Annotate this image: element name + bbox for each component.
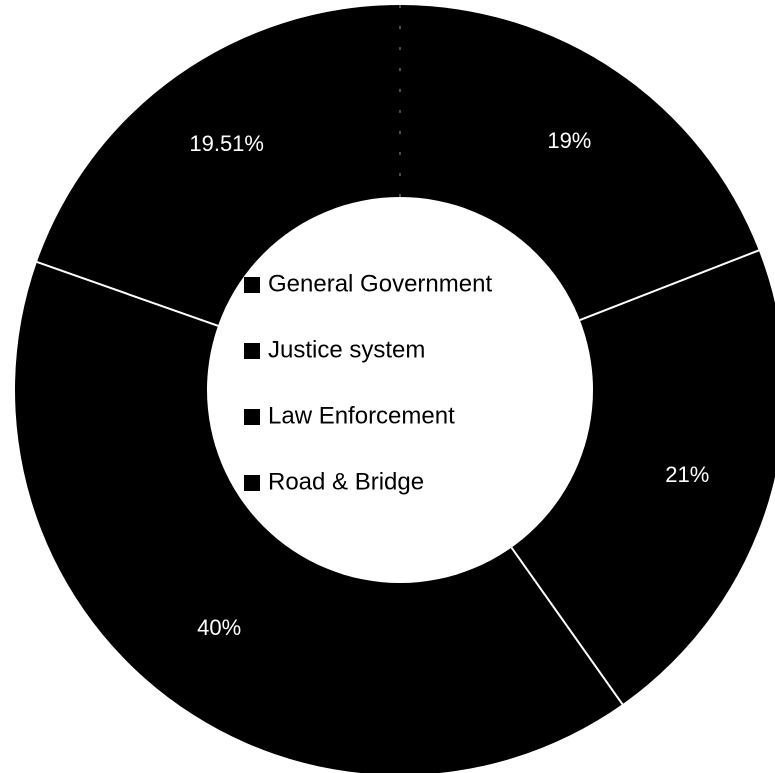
chart-legend: General Government Justice system Law Enfo… xyxy=(244,270,492,495)
legend-item-road-and-bridge: Road & Bridge xyxy=(244,468,424,495)
slice-label-justice-system: 21% xyxy=(665,462,709,487)
slice-label-general-government: 19% xyxy=(547,128,591,153)
slice-separators xyxy=(31,0,764,709)
legend-swatch-law-enforcement xyxy=(244,409,260,425)
legend-item-law-enforcement: Law Enforcement xyxy=(244,402,455,429)
separator-1 xyxy=(579,247,764,321)
legend-label-general-government: General Government xyxy=(268,270,492,297)
donut-hole xyxy=(207,197,593,583)
legend-label-road-and-bridge: Road & Bridge xyxy=(268,468,424,495)
legend-label-law-enforcement: Law Enforcement xyxy=(268,402,455,429)
legend-swatch-justice-system xyxy=(244,343,260,359)
legend-swatch-general-government xyxy=(244,277,260,293)
legend-item-general-government: General Government xyxy=(244,270,492,297)
legend-swatch-road-and-bridge xyxy=(244,475,260,491)
slice-label-law-enforcement: 40% xyxy=(197,615,241,640)
legend-label-justice-system: Justice system xyxy=(268,336,425,363)
separator-2 xyxy=(510,546,627,709)
slice-label-road-and-bridge: 19.51% xyxy=(189,131,264,156)
legend-item-justice-system: Justice system xyxy=(244,336,425,363)
percentage-labels: 19% 21% 40% 19.51% xyxy=(189,128,709,640)
separator-3 xyxy=(31,259,219,327)
